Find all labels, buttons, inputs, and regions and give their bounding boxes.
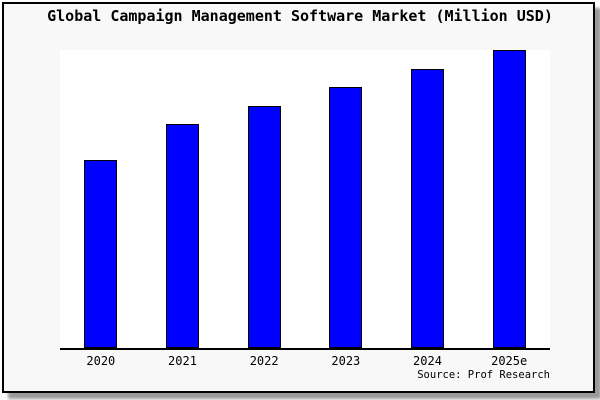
bar-2025e [492, 50, 526, 348]
x-axis-label-2025e: 2025e [491, 354, 528, 368]
plot-area [60, 50, 550, 350]
bar-2021 [166, 124, 199, 348]
x-axis-label-2020: 2020 [86, 354, 116, 368]
bar-2023 [329, 87, 363, 348]
bar-2024 [411, 69, 444, 348]
bar-2022 [247, 106, 281, 348]
x-axis-label-2023: 2023 [331, 354, 361, 368]
x-axis-label-2024: 2024 [413, 354, 442, 368]
chart-title: Global Campaign Management Software Mark… [47, 7, 553, 25]
x-axis-label-2021: 2021 [168, 354, 197, 368]
source-credit: Source: Prof Research [417, 369, 550, 381]
x-axis-label-2022: 2022 [249, 354, 279, 368]
bar-2020 [84, 160, 118, 348]
